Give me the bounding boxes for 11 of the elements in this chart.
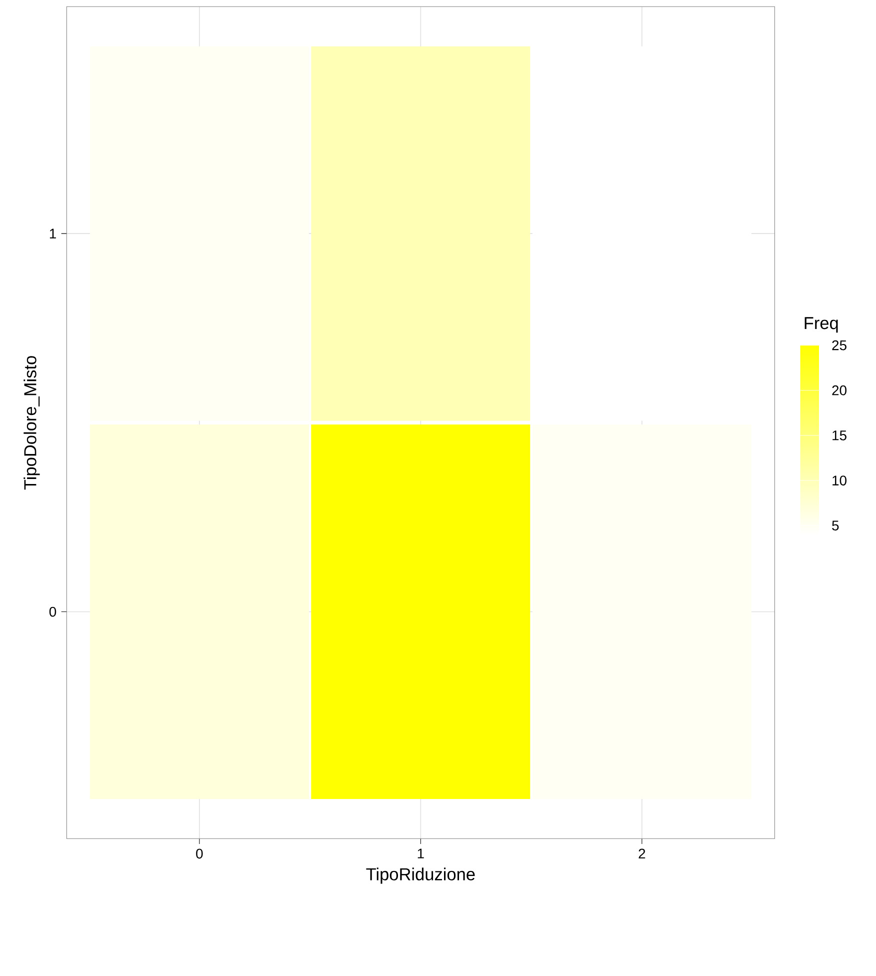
- color-bar-label: 20: [832, 385, 846, 396]
- color-bar-label: 5: [832, 520, 839, 530]
- x-tick-label: 0: [196, 848, 203, 859]
- x-axis-title: TipoRiduzione: [366, 868, 475, 884]
- x-tick-label: 1: [418, 848, 424, 858]
- y-axis-title: TipoDolore_Misto: [24, 356, 40, 490]
- color-bar-title: Freq: [804, 317, 838, 333]
- color-bar-label: 10: [832, 476, 846, 486]
- color-bar-label: 15: [832, 430, 846, 440]
- x-tick-label: 2: [638, 848, 646, 858]
- color-bar-label: 25: [832, 340, 846, 350]
